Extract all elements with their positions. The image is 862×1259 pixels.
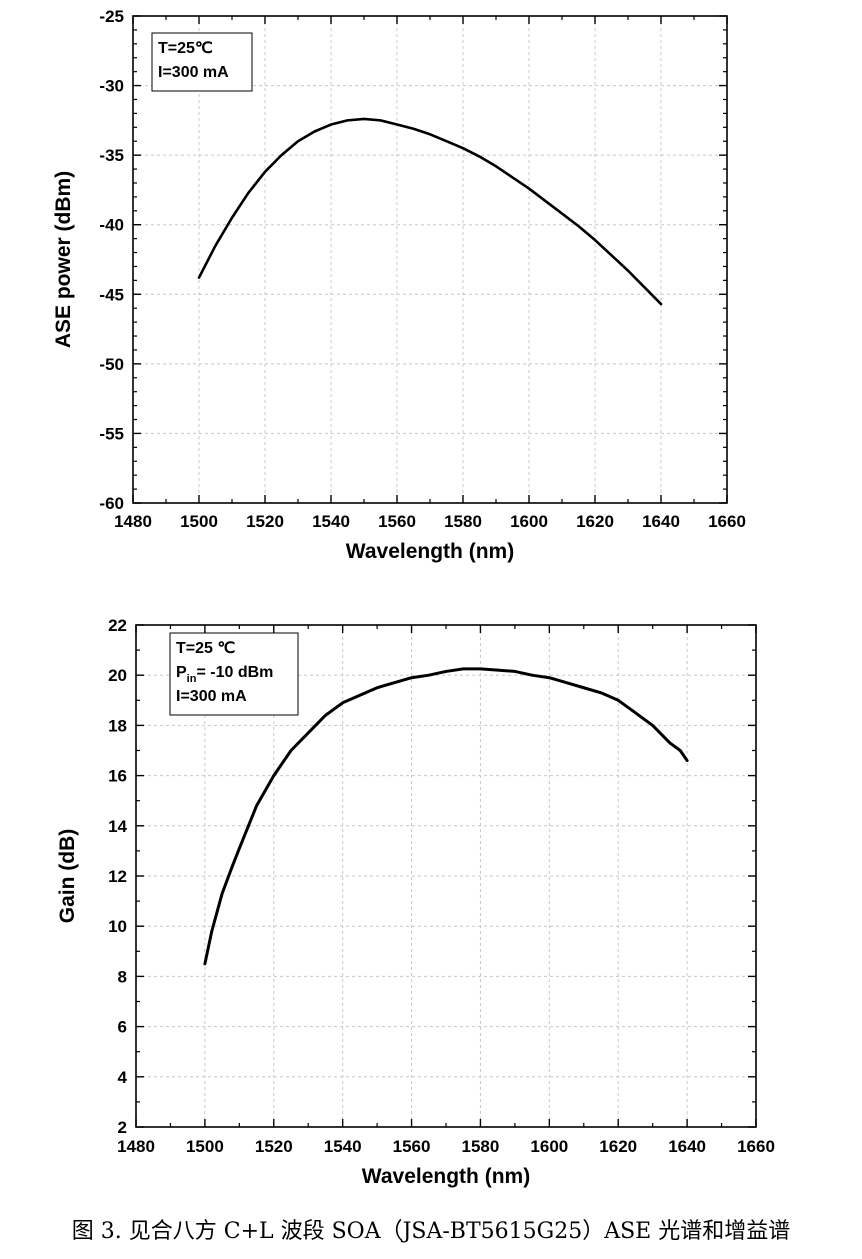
y-tick-label: 18	[108, 716, 127, 735]
y-tick-label: 20	[108, 666, 127, 685]
y-tick-label: -35	[99, 146, 124, 165]
y-tick-label: 12	[108, 867, 127, 886]
legend-annotation: T=25 ℃	[176, 640, 235, 657]
x-tick-label: 1520	[255, 1137, 293, 1156]
x-tick-label: 1540	[312, 512, 350, 531]
y-tick-label: -55	[99, 424, 124, 443]
x-axis-title: Wavelength (nm)	[362, 1165, 530, 1188]
y-tick-label: -50	[99, 355, 124, 374]
x-tick-label: 1480	[114, 512, 152, 531]
x-axis-title: Wavelength (nm)	[346, 540, 514, 563]
x-tick-label: 1480	[117, 1137, 155, 1156]
x-tick-label: 1640	[642, 512, 680, 531]
legend-annotation: I=300 mA	[158, 64, 229, 81]
y-tick-label: -40	[99, 216, 124, 235]
x-tick-label: 1520	[246, 512, 284, 531]
y-tick-label: -60	[99, 494, 124, 513]
legend-box	[169, 632, 299, 716]
y-tick-label: 16	[108, 767, 127, 786]
x-tick-label: 1660	[737, 1137, 775, 1156]
y-tick-label: 6	[118, 1018, 127, 1037]
gain-chart: 1480 1500 1520 1540 1560 1580 1600 1620 1640 1660…	[56, 616, 775, 1188]
x-tick-label: 1640	[668, 1137, 706, 1156]
y-tick-label: -45	[99, 285, 124, 304]
ase-power-chart: 1480 1500 1520 1540 1560 1580 1600 1620 1640 1660…	[52, 7, 746, 563]
y-tick-label: 14	[108, 817, 127, 836]
x-tick-label: 1560	[393, 1137, 431, 1156]
series-line	[203, 667, 689, 966]
y-tick-label: 10	[108, 917, 127, 936]
legend-box	[151, 32, 253, 92]
x-tick-label: 1580	[462, 1137, 500, 1156]
x-tick-label: 1600	[510, 512, 548, 531]
x-tick-label: 1660	[708, 512, 746, 531]
y-tick-label: -25	[99, 7, 124, 26]
figure-caption: 图 3. 见合八方 C+L 波段 SOA（JSA-BT5615G25）ASE 光…	[71, 1219, 791, 1244]
x-tick-label: 1560	[378, 512, 416, 531]
annotation-subscript: in	[187, 673, 197, 685]
y-axis-title: Gain (dB)	[56, 829, 79, 924]
y-tick-label: 4	[118, 1068, 128, 1087]
y-tick-label: -30	[99, 77, 124, 96]
x-tick-label: 1580	[444, 512, 482, 531]
legend-annotation: T=25℃	[158, 40, 213, 57]
x-tick-label: 1620	[576, 512, 614, 531]
x-tick-label: 1500	[180, 512, 218, 531]
annotation-symbol: P	[176, 664, 187, 681]
x-tick-label: 1620	[599, 1137, 637, 1156]
y-tick-label: 22	[108, 616, 127, 635]
y-tick-label: 8	[118, 967, 127, 986]
y-tick-label: 2	[118, 1118, 127, 1137]
y-axis-title: ASE power (dBm)	[52, 171, 75, 348]
series-line	[197, 117, 663, 306]
legend-annotation: Pin= -10 dBm	[176, 664, 273, 685]
x-tick-label: 1600	[530, 1137, 568, 1156]
x-tick-label: 1540	[324, 1137, 362, 1156]
legend-annotation: I=300 mA	[176, 688, 247, 705]
annotation-value: = -10 dBm	[196, 664, 273, 681]
x-tick-label: 1500	[186, 1137, 224, 1156]
